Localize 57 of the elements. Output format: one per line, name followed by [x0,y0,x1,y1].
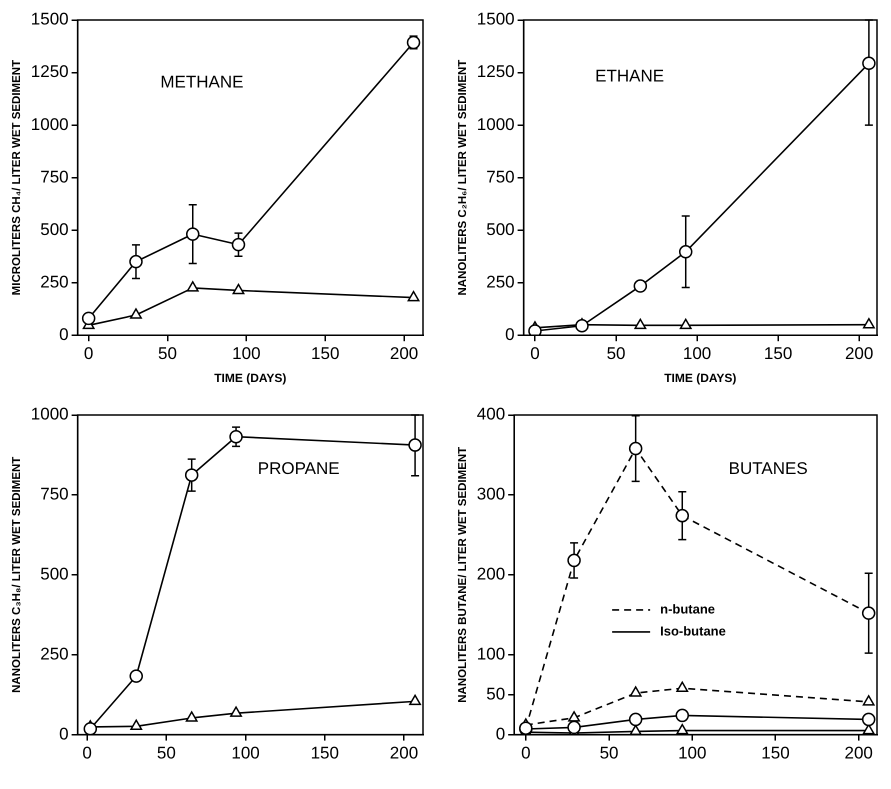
y-axis-title: NANOLITERS C₂H₆/ LITER WET SEDIMENT [457,60,470,296]
y-tick-label: 250 [40,644,69,664]
y-tick-label: 500 [40,564,69,584]
y-tick-label: 750 [40,484,69,504]
y-axis-title: NANOLITERS C₃H₈/ LITER WET SEDIMENT [11,456,24,693]
x-tick-label: 0 [82,743,92,762]
x-tick-label: 200 [844,344,874,364]
x-tick-label: 150 [761,743,790,762]
y-tick-label: 1000 [476,114,515,134]
y-tick-label: 1250 [30,62,69,82]
x-tick-label: 100 [678,743,706,762]
text: PROPANE [258,459,340,478]
x-tick-label: 100 [231,743,260,762]
x-tick-label: 50 [158,344,177,364]
x-tick-label: 150 [311,344,340,364]
x-tick-label: 150 [310,743,339,762]
x-tick-label: 0 [521,743,531,762]
x-tick-label: 100 [232,344,261,364]
y-tick-label: 500 [40,220,69,239]
x-tick-label: 50 [156,743,176,762]
x-tick-label: 200 [390,743,418,762]
y-tick-label: 1250 [476,62,515,82]
y-tick-label: 750 [40,167,69,186]
x-axis-title: TIME (DAYS) [214,371,286,386]
y-tick-label: 0 [59,724,69,744]
y-tick-label: 750 [486,167,515,186]
y-tick-label: 50 [486,684,506,704]
y-tick-label: 500 [486,220,515,239]
x-tick-label: 200 [844,743,873,762]
y-tick-label: 0 [496,724,506,744]
text: METHANE [160,72,244,92]
x-tick-label: 200 [390,344,418,364]
y-tick-label: 0 [59,324,69,344]
x-axis-title: TIME (DAYS) [664,371,736,386]
y-tick-label: 250 [486,272,515,292]
text: BUTANES [728,459,808,478]
x-tick-label: 100 [682,344,712,364]
text: ETHANE [595,66,664,86]
x-tick-label: 50 [600,743,618,762]
y-tick-label: 1000 [30,114,69,134]
y-tick-label: 250 [40,272,69,292]
y-tick-label: 1500 [30,10,69,29]
x-tick-label: 50 [606,344,626,364]
y-tick-label: 1500 [476,10,515,29]
y-axis-title: MICROLITERS CH₄/ LITER WET SEDIMENT [11,60,24,296]
y-tick-label: 100 [476,644,506,664]
legend-label: Iso-butane [660,624,726,639]
y-tick-label: 300 [476,484,506,504]
x-tick-label: 150 [764,344,792,364]
y-tick-label: 200 [476,564,506,584]
y-tick-label: 1000 [30,404,69,424]
legend-label: n-butane [660,602,716,617]
y-tick-label: 0 [505,324,515,344]
x-tick-label: 0 [530,344,540,364]
x-tick-label: 0 [84,344,94,364]
y-tick-label: 400 [476,404,506,424]
y-axis-title: NANOLITERS BUTANE/ LITER WET SEDIMENT [457,446,470,703]
